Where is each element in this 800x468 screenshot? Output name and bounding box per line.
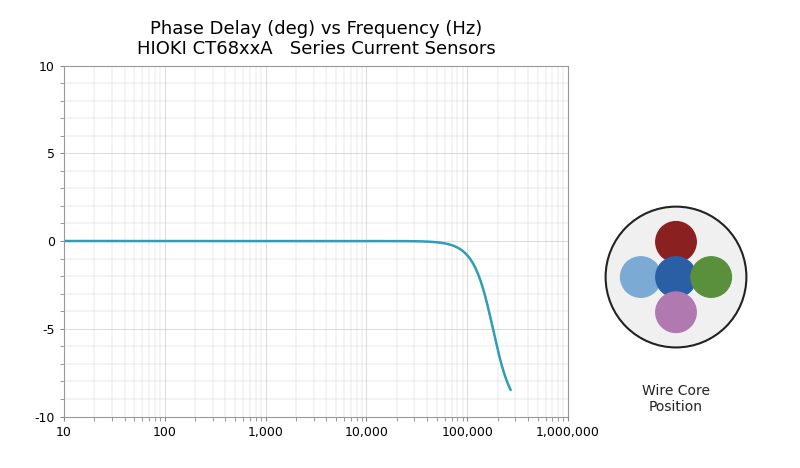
Circle shape xyxy=(691,257,731,297)
Circle shape xyxy=(656,222,696,262)
Circle shape xyxy=(656,257,696,297)
Text: Wire Core
Position: Wire Core Position xyxy=(642,384,710,414)
Circle shape xyxy=(656,292,696,332)
Title: Phase Delay (deg) vs Frequency (Hz)
HIOKI CT68xxA   Series Current Sensors: Phase Delay (deg) vs Frequency (Hz) HIOK… xyxy=(137,20,495,58)
Circle shape xyxy=(621,257,661,297)
FancyBboxPatch shape xyxy=(578,178,774,376)
Circle shape xyxy=(606,207,746,347)
